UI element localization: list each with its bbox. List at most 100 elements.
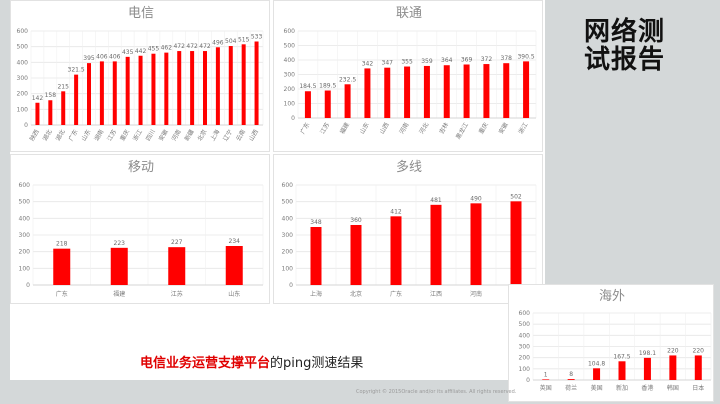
bar-e696b0e58aa0 xyxy=(618,361,626,380)
data-label: 215 xyxy=(57,83,69,90)
data-label: 347 xyxy=(382,60,394,67)
data-label: 342 xyxy=(362,60,374,67)
y-tick-label: 300 xyxy=(284,72,296,79)
chart-title: 电信 xyxy=(128,6,154,21)
data-label: 321.5 xyxy=(68,67,85,74)
y-tick-label: 300 xyxy=(19,232,31,239)
bar-e9a699e6b8af xyxy=(643,357,651,380)
data-label: 198.1 xyxy=(639,350,656,357)
chart-panel-telecom: 电信 0 100 200 300 400 500 600 142 陕西 158 湖北 215 湖北 321.… xyxy=(10,0,270,152)
data-label: 533 xyxy=(251,33,263,40)
chart-title: 联通 xyxy=(396,6,422,21)
y-tick-label: 600 xyxy=(19,182,31,189)
chart-title: 多线 xyxy=(396,159,422,175)
x-tick-label: 河南 xyxy=(170,128,183,142)
y-tick-label: 600 xyxy=(282,182,294,189)
caption-highlight: 电信业务运营支撑平台 xyxy=(140,356,271,371)
bar-e7be8ee59bbd xyxy=(593,368,601,380)
bar-e5b1b1e8a5bf xyxy=(254,41,259,125)
chart-svg-2: 移动 0 100 200 300 400 500 600 218 广东 223 福建 227 江苏 234 山… xyxy=(19,160,264,298)
x-tick-label: 江苏 xyxy=(171,290,183,298)
data-label: 490 xyxy=(470,195,482,202)
data-label: 406 xyxy=(109,53,121,60)
data-label: 234 xyxy=(229,238,241,245)
bar-e5ae89e5bebd xyxy=(164,52,169,126)
data-label: 218 xyxy=(56,241,68,248)
bar-e5b9bfe4b89c xyxy=(304,91,311,118)
x-tick-label: 河南 xyxy=(470,290,482,298)
y-tick-label: 0 xyxy=(289,282,293,289)
x-tick-label: 陕西 xyxy=(28,128,41,142)
chart-panel-overseas: 海外 0 100 200 300 400 500 600 1 英国 8 荷兰 104.8 美国 167.5 新… xyxy=(508,284,714,402)
data-label: 378 xyxy=(501,55,513,62)
y-tick-label: 500 xyxy=(519,321,531,328)
chart-title: 海外 xyxy=(599,289,625,304)
x-tick-label: 广东 xyxy=(390,290,402,298)
bar-e5b1b1e8a5bf xyxy=(384,67,391,118)
bar-e4b88ae6b5b7 xyxy=(215,47,220,125)
data-label: 359 xyxy=(421,58,433,65)
x-tick-label: 福建 xyxy=(113,290,125,298)
bar-e6b599e6b19f xyxy=(138,55,143,125)
y-tick-label: 500 xyxy=(284,43,296,50)
data-label: 364 xyxy=(441,57,453,64)
data-label: 406 xyxy=(96,53,108,60)
report-title: 网络测 试报告 xyxy=(584,18,704,74)
data-label: 481 xyxy=(430,197,442,204)
y-tick-label: 300 xyxy=(519,344,531,351)
y-tick-label: 200 xyxy=(282,249,294,256)
bar-e6b2b3e58d97 xyxy=(470,203,482,285)
y-tick-label: 300 xyxy=(17,75,29,82)
data-label: 395 xyxy=(83,55,95,62)
data-label: 435 xyxy=(122,49,134,56)
data-label: 390.5 xyxy=(517,53,534,60)
y-tick-label: 200 xyxy=(17,91,29,98)
data-label: 372 xyxy=(481,56,493,63)
bar-e88db7e585b0 xyxy=(567,379,575,380)
bar-e99fa9e59bbd xyxy=(669,355,677,380)
data-label: 142 xyxy=(32,95,44,102)
bar-e6b19fe8a5bf xyxy=(430,204,442,285)
x-tick-label: 美国 xyxy=(591,384,603,392)
data-label: 496 xyxy=(212,39,224,46)
bar-e6b19fe88b8f xyxy=(324,90,331,118)
data-label: 232.5 xyxy=(339,76,356,83)
bar-e6b599e6b19f xyxy=(523,61,530,118)
y-tick-label: 500 xyxy=(282,199,294,206)
report-title-line2: 试报告 xyxy=(584,45,666,75)
y-tick-label: 100 xyxy=(284,101,296,108)
x-tick-label: 浙江 xyxy=(517,121,530,135)
chart-panel-mobile: 移动 0 100 200 300 400 500 600 218 广东 223 福建 227 江苏 234 山… xyxy=(10,154,270,304)
bar-e6b2b3e58d97 xyxy=(404,66,411,118)
bar-e697a5e69cac xyxy=(694,355,702,380)
x-tick-label: 江西 xyxy=(430,291,442,298)
x-tick-label: 四川 xyxy=(145,129,157,143)
bar-e6b996e58c97 xyxy=(61,91,66,125)
data-label: 462 xyxy=(161,45,173,52)
data-label: 1 xyxy=(544,371,548,378)
chart-svg-0: 电信 0 100 200 300 400 500 600 142 陕西 158 湖北 215 湖北 321.… xyxy=(17,6,264,143)
x-tick-label: 上海 xyxy=(310,290,322,298)
data-label: 223 xyxy=(114,240,126,247)
data-label: 8 xyxy=(569,371,573,378)
x-tick-label: 新疆 xyxy=(183,128,196,142)
x-tick-label: 浙江 xyxy=(131,128,144,142)
bar-e5b9bfe4b89c xyxy=(390,216,402,285)
x-tick-label: 重庆 xyxy=(118,128,131,142)
x-tick-label: 北京 xyxy=(350,290,362,298)
y-tick-label: 0 xyxy=(526,377,530,384)
data-label: 348 xyxy=(310,219,322,226)
y-tick-label: 200 xyxy=(519,355,531,362)
y-tick-label: 0 xyxy=(24,122,28,129)
y-tick-label: 200 xyxy=(19,249,31,256)
y-tick-label: 400 xyxy=(282,215,294,222)
data-label: 360 xyxy=(350,217,362,224)
data-label: 472 xyxy=(173,43,185,50)
x-tick-label: 河北 xyxy=(417,121,430,135)
data-label: 369 xyxy=(461,56,473,63)
x-tick-label: 云南 xyxy=(234,128,247,142)
y-tick-label: 500 xyxy=(17,44,29,51)
data-label: 227 xyxy=(171,239,183,246)
bar-e9878de5ba86 xyxy=(483,64,490,118)
x-tick-label: 韩国 xyxy=(667,384,679,392)
